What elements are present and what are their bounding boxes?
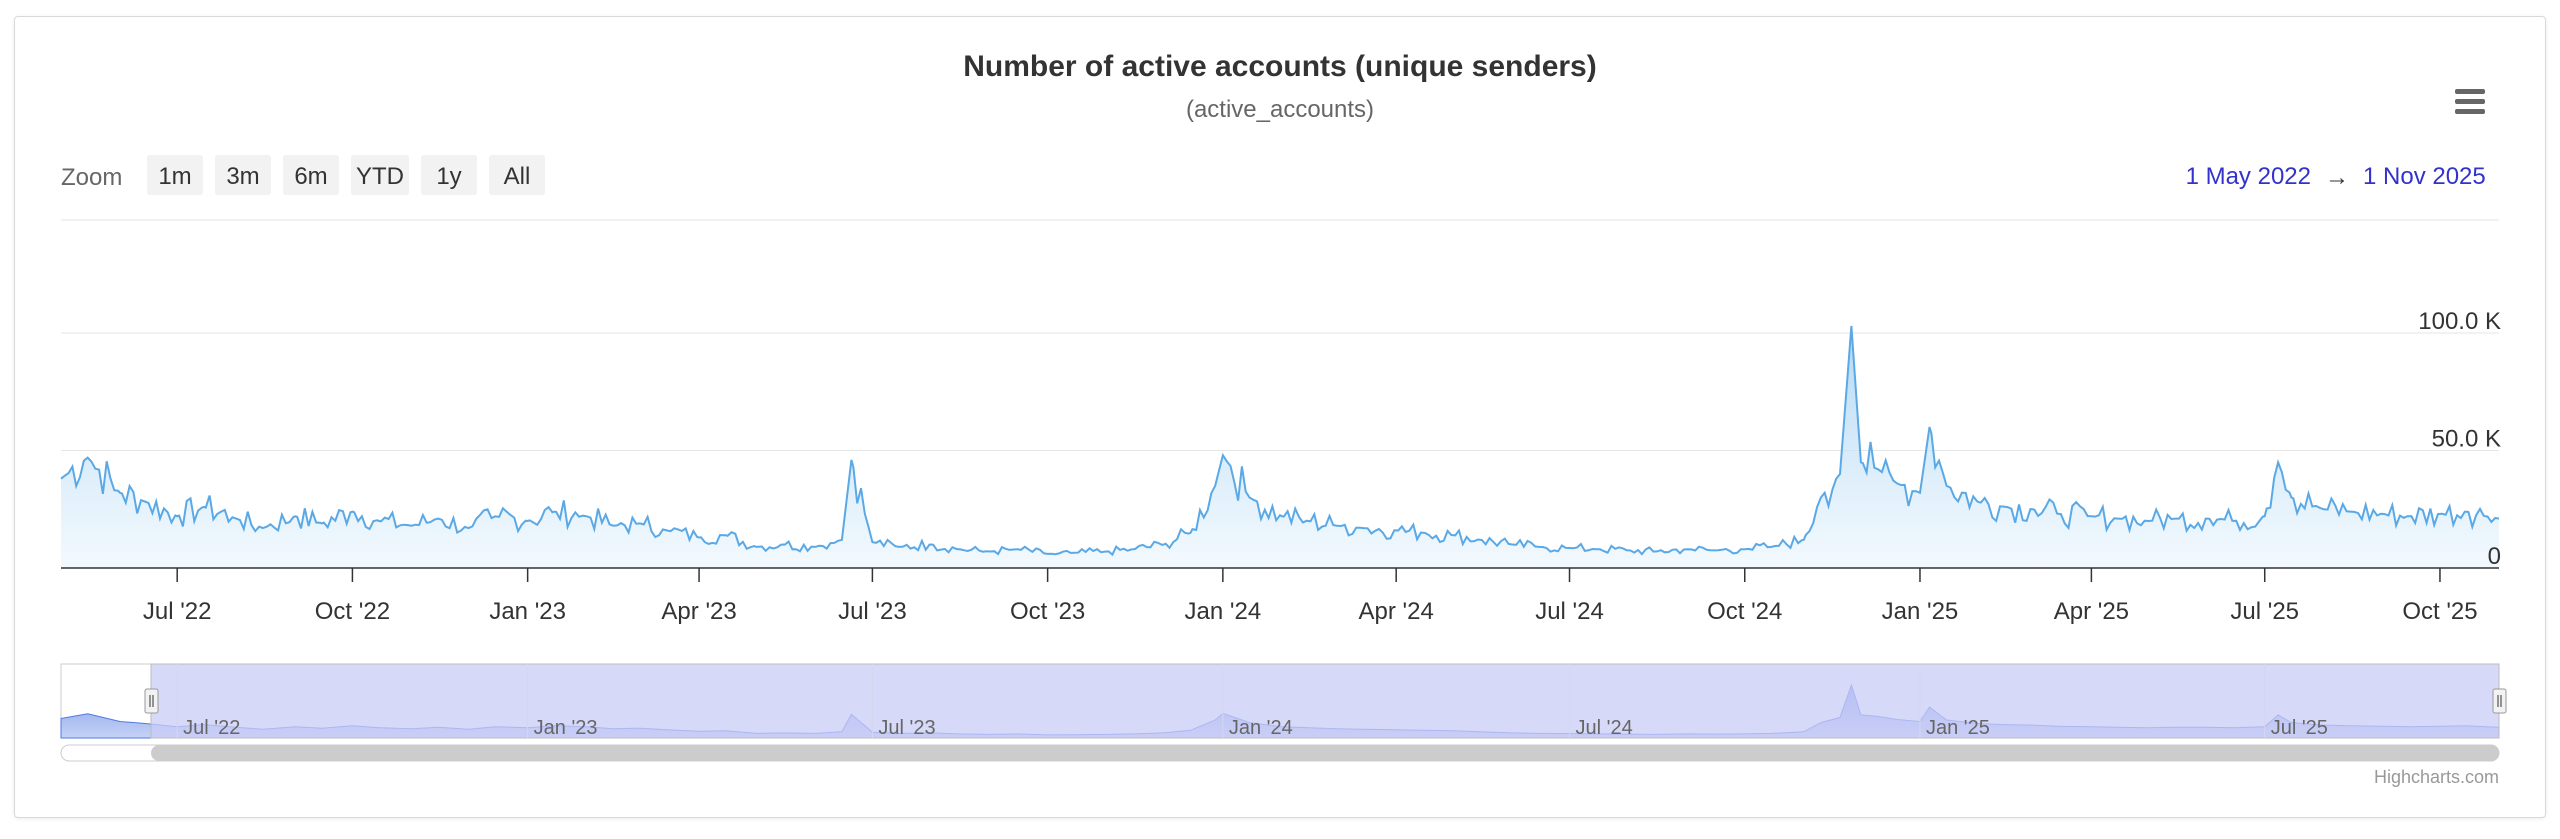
zoom-label: Zoom [61,164,122,191]
x-tick-label: Apr '25 [2054,598,2129,625]
y-tick-label: 100.0 K [2418,308,2501,335]
series-area [61,325,2499,568]
navigator-labels: Jul '22 Jan '23 Jul '23 Jan '24 Jul '24 Jan '… [176,664,2328,739]
x-tick-label: Jul '22 [143,598,212,625]
hamburger-menu-icon[interactable] [2455,89,2485,114]
zoom-button-label: YTD [356,163,404,190]
zoom-button-label: All [504,163,531,190]
zoom-button-label: 6m [294,163,327,190]
y-tick-label: 0 [2488,543,2501,570]
navigator-selected-range[interactable] [150,663,2500,739]
navigator-label: Jul '23 [878,717,935,739]
range-arrow: → [2325,164,2349,191]
zoom-button-6m[interactable]: 6m [283,155,339,195]
navigator-label: Jul '25 [2271,717,2328,739]
y-tick-label: 50.0 K [2432,426,2501,453]
zoom-button-3m[interactable]: 3m [215,155,271,195]
x-tick-label: Oct '22 [315,598,390,625]
zoom-button-label: 3m [226,163,259,190]
x-tick-label: Oct '25 [2402,598,2477,625]
zoom-button-1y[interactable]: 1y [421,155,477,195]
navigator-label: Jan '23 [534,717,598,739]
navigator-label: Jul '24 [1576,717,1633,739]
chart-svg: Number of active accounts (unique sender… [60,50,2507,787]
credits-link[interactable]: Highcharts.com [2374,767,2499,787]
navigator-left-handle[interactable] [144,688,159,714]
navigator-label: Jan '24 [1229,717,1293,739]
x-tick-label: Oct '23 [1010,598,1085,625]
chart-title: Number of active accounts (unique sender… [963,50,1596,83]
chart-subtitle: (active_accounts) [1186,96,1374,123]
scrollbar-thumb[interactable] [151,745,2499,761]
zoom-button-all[interactable]: All [489,155,545,195]
navigator[interactable]: Jul '22 Jan '23 Jul '23 Jan '24 Jul '24 Jan '… [60,663,2507,739]
chart-container: Number of active accounts (unique sender… [14,16,2546,818]
range-to-date[interactable]: 1 Nov 2025 [2363,163,2486,190]
y-tick-labels: 0 50.0 K 100.0 K [2418,308,2501,570]
grid-lines [61,332,2499,451]
x-tick-label: Jan '24 [1185,598,1262,625]
navigator-label: Jan '25 [1926,717,1990,739]
scrollbar[interactable] [60,744,2500,762]
navigator-right-handle[interactable] [2492,688,2507,714]
x-tick-label: Jul '23 [838,598,907,625]
zoom-button-ytd[interactable]: YTD [351,155,409,195]
range-from-date[interactable]: 1 May 2022 [2186,163,2311,190]
x-axis-ticks: Jul '22 Oct '22 Jan '23 Apr '23 Jul '23 Oct '… [143,568,2478,625]
x-tick-label: Oct '24 [1707,598,1782,625]
x-tick-label: Jul '25 [2230,598,2299,625]
x-tick-label: Jul '24 [1535,598,1604,625]
zoom-buttons: 1m 3m 6m YTD 1y All [147,155,545,195]
x-tick-label: Jan '25 [1882,598,1959,625]
x-tick-label: Apr '23 [661,598,736,625]
navigator-label: Jul '22 [183,717,240,739]
series-line [60,325,2500,557]
zoom-button-label: 1y [436,163,461,190]
zoom-button-label: 1m [158,163,191,190]
x-tick-label: Jan '23 [489,598,566,625]
date-range-display: 1 May 2022 → 1 Nov 2025 [2186,163,2486,191]
x-tick-label: Apr '24 [1359,598,1434,625]
zoom-button-1m[interactable]: 1m [147,155,203,195]
